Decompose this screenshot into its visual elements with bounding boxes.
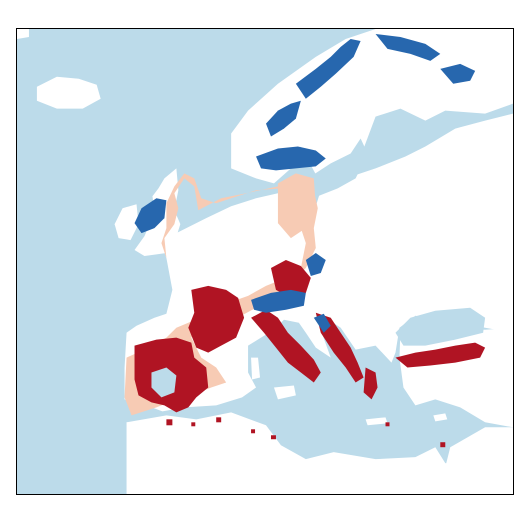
water-baltic — [310, 138, 368, 197]
land-sicily — [273, 385, 296, 400]
region-blue — [134, 33, 476, 333]
blue-balkans — [313, 313, 331, 333]
land-cyprus — [433, 413, 448, 422]
land-north-africa — [126, 412, 481, 494]
blue-norway-north — [295, 38, 361, 99]
blue-alps — [251, 289, 306, 313]
blue-carpathians — [305, 253, 326, 276]
land-greenland — [17, 29, 29, 39]
region-light-red-east — [277, 173, 316, 239]
dark-red-italy — [251, 309, 321, 383]
land-sardinia — [251, 357, 261, 380]
iberia-inner-plateau — [151, 367, 177, 398]
europe-map — [17, 29, 513, 494]
blue-scotland — [134, 198, 167, 234]
blue-norway-mid — [265, 100, 301, 137]
map-frame — [16, 28, 514, 495]
dark-red-france — [188, 285, 245, 353]
blue-far-north — [440, 63, 476, 84]
blue-norway-south — [256, 146, 326, 171]
land-ireland — [114, 204, 139, 241]
land-iceland — [36, 76, 101, 109]
blue-kola — [375, 33, 441, 61]
land-turkey — [399, 323, 513, 428]
dark-red-central — [270, 260, 311, 298]
dark-red-turkey-coast — [395, 342, 486, 368]
land-crete — [365, 417, 388, 426]
dark-red-greece — [363, 367, 378, 400]
water-black-sea — [395, 307, 486, 346]
land-scandinavia — [231, 29, 513, 184]
dark-red-balkans — [315, 312, 364, 383]
land-middle-east — [445, 427, 513, 494]
region-dark-red-north-africa — [166, 417, 446, 448]
